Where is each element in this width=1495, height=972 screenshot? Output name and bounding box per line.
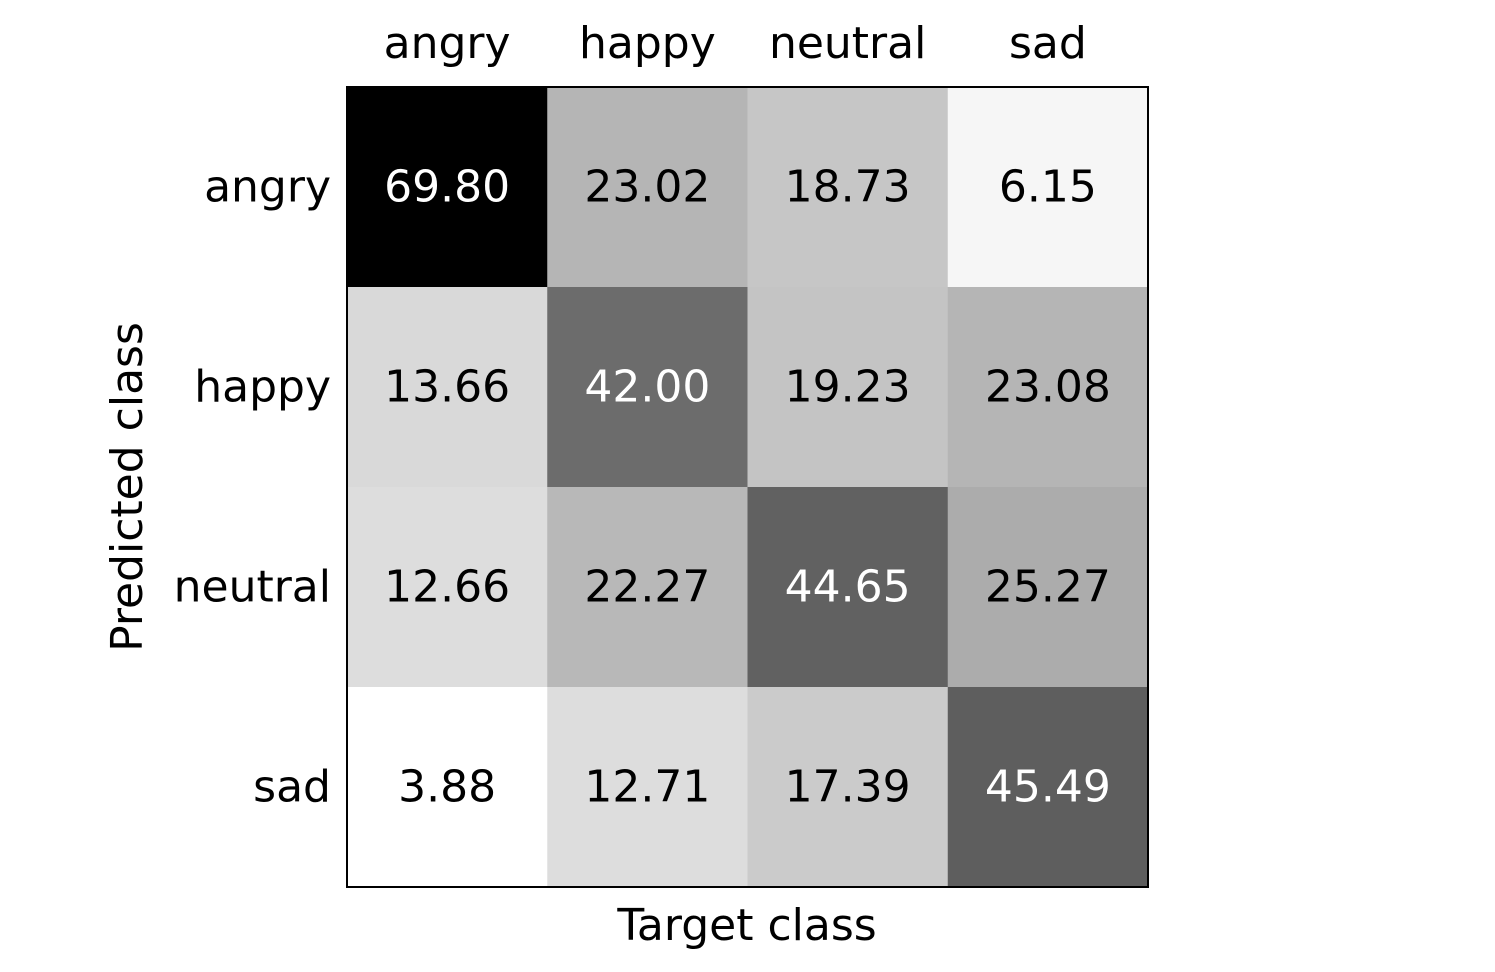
heatmap-cell [947, 287, 1149, 488]
cell-value-label: 18.73 [785, 162, 911, 213]
x-tick-label: angry [384, 18, 511, 69]
x-tick-label: happy [579, 18, 716, 69]
y-tick-label: sad [253, 762, 331, 813]
cell-value-label: 42.00 [584, 362, 710, 413]
x-tick-label: neutral [769, 18, 926, 69]
y-tick-label: neutral [174, 562, 331, 613]
heatmap-cell [747, 87, 949, 288]
heatmap-cell [547, 687, 748, 888]
heatmap-cells [347, 87, 1149, 888]
heatmap-cell [747, 687, 949, 888]
cell-value-label: 12.71 [584, 762, 710, 813]
heatmap-cell [347, 87, 548, 288]
heatmap-cell [747, 287, 949, 488]
heatmap-cell [947, 87, 1149, 288]
heatmap-cell [547, 87, 748, 288]
y-tick-label: angry [204, 162, 331, 213]
y-axis-label: Predicted class [102, 322, 153, 652]
cell-value-label: 19.23 [785, 362, 911, 413]
heatmap-cell-labels: 69.80 23.02 18.73 6.15 13.66 42.00 19.23 23.08 1… [384, 162, 1111, 813]
cell-value-label: 12.66 [384, 562, 510, 613]
heatmap-cell [347, 287, 548, 488]
heatmap-cell [747, 487, 949, 688]
x-tick-labels: angry happy neutral sad [384, 18, 1087, 69]
cell-value-label: 23.02 [584, 162, 710, 213]
x-tick-label: sad [1009, 18, 1087, 69]
cell-value-label: 44.65 [785, 562, 911, 613]
y-tick-label: happy [194, 362, 331, 413]
plot-frame [346, 86, 1149, 888]
cell-value-label: 25.27 [985, 562, 1111, 613]
cell-value-label: 45.49 [985, 762, 1111, 813]
cell-value-label: 6.15 [999, 162, 1097, 213]
heatmap-cell [547, 287, 748, 488]
cell-value-label: 17.39 [785, 762, 911, 813]
heatmap-cell [947, 687, 1149, 888]
cell-value-label: 3.88 [398, 762, 496, 813]
cell-value-label: 22.27 [584, 562, 710, 613]
cell-value-label: 69.80 [384, 162, 510, 213]
x-axis-label: Target class [616, 900, 876, 951]
y-tick-labels: angry happy neutral sad [174, 162, 331, 813]
heatmap-cell [347, 487, 548, 688]
heatmap-cell [547, 487, 748, 688]
cell-value-label: 13.66 [384, 362, 510, 413]
heatmap-cell [947, 487, 1149, 688]
heatmap-cell [347, 687, 548, 888]
cell-value-label: 23.08 [985, 362, 1111, 413]
